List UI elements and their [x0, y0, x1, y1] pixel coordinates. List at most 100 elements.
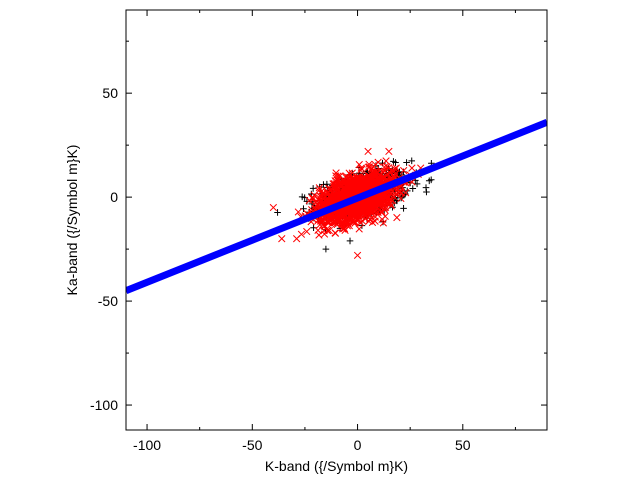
plus-marker — [425, 177, 433, 185]
cross-marker — [345, 205, 353, 213]
cross-marker — [378, 215, 386, 223]
cross-marker — [294, 208, 302, 216]
plus-marker — [408, 157, 416, 165]
x-tick-label: 0 — [354, 437, 362, 453]
cross-marker — [297, 230, 306, 238]
cross-marker — [382, 157, 390, 165]
fit-line-group — [126, 119, 547, 294]
cross-marker — [397, 188, 406, 197]
cross-marker — [330, 190, 338, 198]
plus-marker — [346, 237, 354, 245]
x-tick-label: -50 — [242, 437, 262, 453]
cross-marker — [358, 207, 366, 215]
cross-marker — [390, 189, 399, 198]
cross-marker — [355, 160, 363, 169]
cross-marker — [349, 176, 358, 184]
y-tick-label: -50 — [98, 293, 118, 309]
cross-marker — [322, 198, 331, 206]
plus-marker — [309, 185, 317, 192]
cross-marker — [325, 219, 333, 227]
fit-line — [126, 119, 547, 294]
cross-marker — [355, 225, 363, 233]
cross-marker — [278, 235, 286, 243]
cross-marker — [318, 197, 326, 205]
cross-marker — [365, 160, 373, 168]
cross-marker — [387, 202, 395, 210]
cross-marker — [373, 173, 382, 182]
cross-marker — [382, 193, 390, 201]
cross-marker — [353, 251, 362, 260]
cross-marker — [346, 182, 354, 191]
cross-marker — [374, 158, 382, 166]
cross-marker — [332, 169, 340, 177]
cross-marker — [340, 183, 348, 191]
cross-marker — [383, 163, 391, 171]
cross-marker — [331, 183, 339, 191]
cross-marker — [366, 203, 374, 211]
cross-marker — [339, 209, 348, 217]
cross-marker — [364, 163, 373, 171]
cross-marker — [395, 187, 403, 196]
cross-marker — [385, 147, 393, 156]
plus-marker — [413, 180, 421, 188]
cross-marker — [391, 170, 399, 178]
cross-marker — [372, 197, 380, 206]
y-tick-label: 50 — [102, 85, 118, 101]
x-tick-label: -100 — [133, 437, 161, 453]
cross-marker — [365, 172, 374, 180]
cross-marker — [317, 215, 325, 224]
cross-marker — [345, 169, 353, 177]
cross-marker — [350, 211, 358, 220]
cross-marker — [341, 216, 349, 224]
cross-marker — [341, 177, 350, 185]
cross-marker — [377, 208, 385, 216]
cross-marker — [314, 226, 322, 235]
y-tick-label: -100 — [90, 397, 118, 413]
cross-marker — [357, 164, 365, 172]
cross-marker — [332, 172, 340, 180]
y-tick-labels: -100 -50 0 50 — [90, 85, 118, 413]
cross-marker — [353, 181, 361, 189]
plus-marker — [400, 168, 407, 176]
axis-ticks — [126, 10, 547, 430]
cross-marker — [370, 168, 379, 177]
cross-marker — [317, 200, 326, 208]
cross-marker — [323, 226, 331, 235]
cross-marker — [384, 197, 393, 206]
plus-marker — [423, 188, 430, 196]
cross-marker — [303, 227, 311, 236]
cross-marker — [331, 229, 339, 237]
cross-marker — [341, 226, 349, 234]
cross-marker — [339, 225, 347, 233]
cross-marker — [309, 194, 317, 202]
cross-marker — [327, 212, 335, 220]
cross-marker — [347, 216, 356, 224]
cross-marker — [364, 147, 372, 156]
cross-marker — [319, 190, 327, 198]
plus-marker — [274, 209, 281, 216]
x-tick-labels: -100 -50 0 50 — [133, 437, 471, 453]
x-axis-label: K-band ({/Symbol m}K) — [265, 458, 408, 474]
cross-marker — [347, 189, 355, 198]
cross-marker — [400, 166, 408, 175]
x-tick-label: 50 — [455, 437, 471, 453]
cross-marker — [371, 213, 379, 221]
cross-marker — [356, 218, 365, 227]
cross-marker — [368, 206, 376, 215]
plus-marker — [320, 181, 327, 188]
cross-marker — [359, 182, 367, 191]
cross-marker — [332, 191, 341, 199]
cross-marker — [331, 219, 339, 227]
plus-marker — [409, 185, 417, 192]
cross-marker — [408, 164, 416, 172]
plus-marker — [400, 205, 407, 212]
cross-marker — [397, 194, 405, 203]
cross-marker — [315, 184, 323, 192]
cross-marker — [364, 178, 373, 186]
y-tick-label: 0 — [110, 189, 118, 205]
plus-marker — [322, 245, 330, 253]
cross-marker — [358, 205, 366, 213]
cross-marker — [381, 167, 389, 175]
cross-marker — [393, 213, 401, 222]
